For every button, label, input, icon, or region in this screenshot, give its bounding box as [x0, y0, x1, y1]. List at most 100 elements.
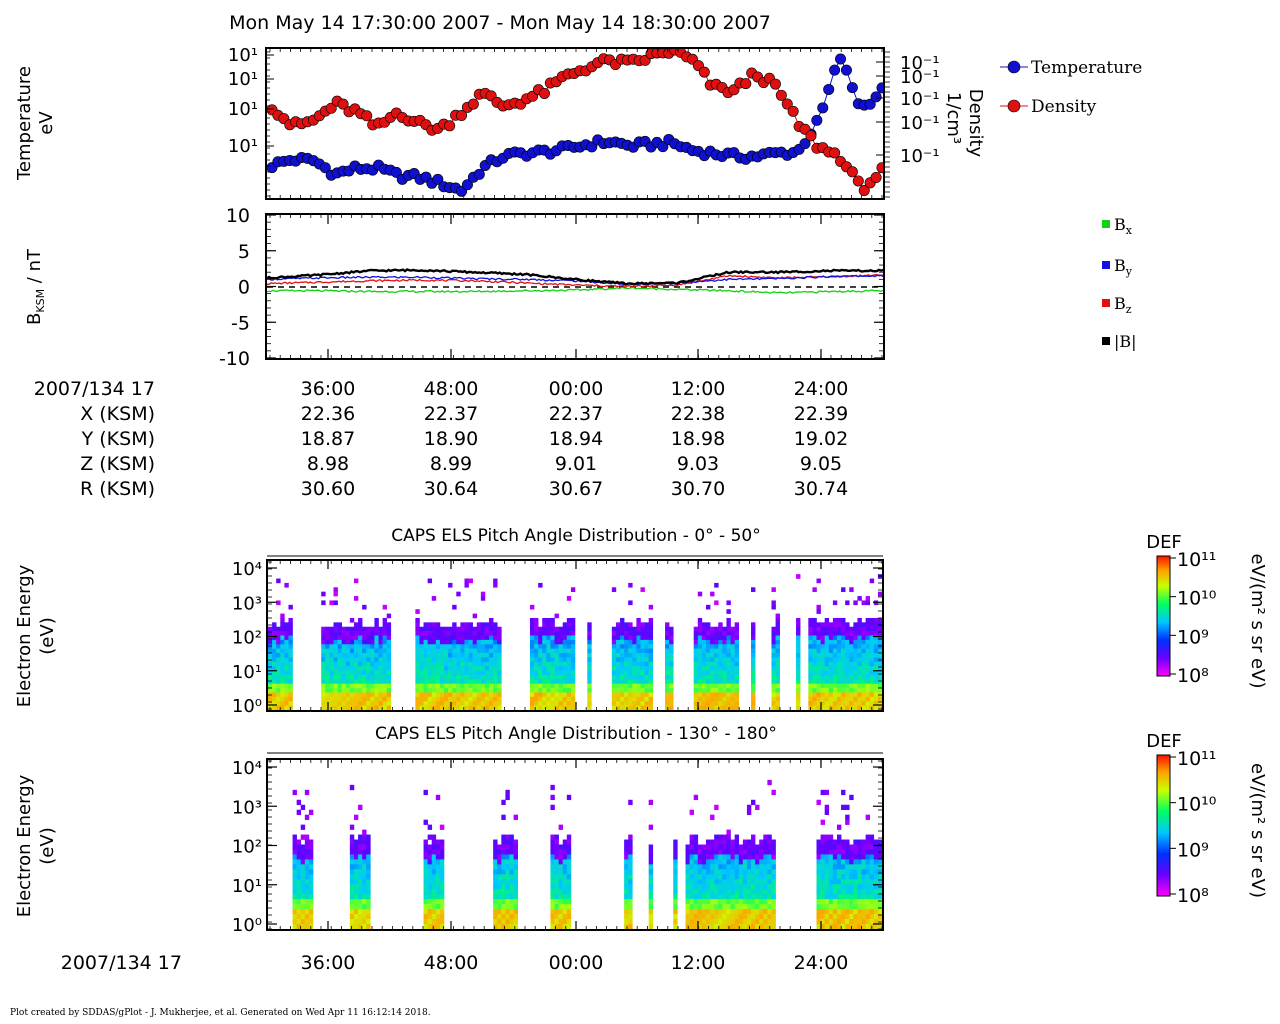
spectrogram-cell	[546, 679, 551, 685]
spectrogram-cell	[738, 919, 744, 925]
spectrogram-cell	[820, 661, 825, 667]
spectrogram-cell	[468, 688, 473, 693]
spectrogram-cell	[501, 859, 506, 865]
density-tick-label: 10⁻¹	[900, 53, 940, 74]
spectrogram-cell	[693, 844, 699, 850]
spectrogram-cell	[738, 899, 744, 905]
spectrogram-cell	[845, 666, 850, 671]
spectrogram-cell	[349, 626, 355, 632]
spectrogram-cell	[419, 661, 424, 667]
spectrogram-cell	[824, 809, 830, 815]
spectrogram-cell	[493, 639, 498, 645]
spectrogram-cell	[857, 617, 862, 623]
spectrogram-cell	[734, 701, 740, 706]
spectrogram-cell	[869, 692, 875, 698]
spectrogram-cell	[558, 688, 564, 693]
spectrogram-cell	[529, 683, 535, 689]
spectrogram-cell	[542, 701, 547, 706]
spectrogram-cell	[456, 688, 461, 693]
spectrogram-cell	[562, 899, 568, 905]
spectrogram-cell	[705, 631, 711, 636]
spectrogram-cell	[759, 919, 764, 925]
spectrogram-cell	[730, 919, 735, 925]
spectrogram-cell	[468, 639, 473, 645]
spectrogram-cell	[730, 653, 735, 658]
spectrogram-cell	[550, 622, 555, 628]
spectrogram-cell	[734, 904, 740, 910]
spectrogram-cell	[538, 653, 543, 658]
spectrogram-cell	[431, 696, 437, 702]
energy-tick-label: 10¹	[232, 876, 262, 897]
spectrogram-cell	[820, 789, 825, 796]
spectrogram-cell	[497, 674, 502, 680]
spectrogram-cell	[665, 705, 670, 710]
spectrogram-cell	[845, 904, 850, 910]
spectrogram-cell	[869, 688, 875, 693]
spectrogram-cell	[378, 679, 383, 685]
spectrogram-cell	[444, 705, 449, 710]
spectrogram-cell	[300, 894, 306, 900]
spectrogram-cell	[341, 679, 347, 685]
spectrogram-cell	[300, 879, 306, 885]
spectrogram-cell	[308, 874, 314, 880]
spectrogram-cell	[718, 688, 723, 693]
spectrogram-cell	[611, 653, 617, 658]
spectrogram-cell	[877, 894, 882, 900]
spectrogram-cell	[333, 683, 338, 689]
spectrogram-cell	[742, 919, 748, 925]
spectrogram-cell	[501, 799, 506, 806]
spectrogram-cell	[493, 657, 498, 663]
spectrogram-cell	[493, 844, 498, 850]
spectrogram-cell	[832, 701, 838, 706]
spectrogram-cell	[832, 683, 838, 689]
spectrogram-cell	[554, 879, 559, 885]
spectrogram-cell	[349, 784, 355, 791]
spectrogram-cell	[509, 919, 514, 925]
spectrogram-cell	[759, 879, 764, 885]
spectrogram-cell	[628, 859, 633, 865]
spectrogram-cell	[628, 879, 633, 885]
spectrogram-cell	[476, 683, 482, 689]
spectrogram-cell	[497, 661, 502, 667]
spectrogram-cell	[751, 859, 756, 865]
spectrogram-cell	[730, 909, 735, 915]
spectrogram-cell	[620, 696, 625, 702]
spectrogram-cell	[476, 696, 482, 702]
spectrogram-cell	[448, 631, 453, 636]
spectrogram-cell	[480, 688, 486, 693]
spectrogram-cell	[550, 844, 555, 850]
spectrogram-cell	[382, 631, 388, 636]
spectrogram-cell	[439, 696, 445, 702]
spectrogram-cell	[423, 859, 428, 865]
temperature-axis-unit: eV	[36, 111, 57, 135]
spectrogram-cell	[546, 617, 551, 623]
spectrogram-cell	[362, 839, 367, 845]
spectrogram-cell	[832, 674, 838, 680]
spectrogram-cell	[456, 679, 461, 685]
spectrogram-cell	[435, 674, 441, 680]
spectrogram-cell	[824, 889, 830, 895]
spectrogram-cell	[832, 839, 838, 845]
spectrogram-cell	[562, 919, 568, 925]
spectrogram-cell	[628, 924, 633, 929]
spectrogram-cell	[845, 639, 850, 645]
spectrogram-cell	[841, 626, 846, 632]
spectrogram-cell	[624, 889, 629, 895]
spectrogram-cell	[771, 705, 776, 710]
spectrogram-cell	[836, 670, 842, 676]
spectrogram-cell	[722, 679, 727, 685]
colorbar-tick-label: 10⁹	[1177, 839, 1209, 861]
spectrogram-cell	[705, 679, 711, 685]
spectrogram-cell	[689, 889, 695, 895]
spectrogram-cell	[370, 674, 375, 680]
spectrogram-cell	[669, 670, 674, 676]
spectrogram-cell	[480, 644, 486, 649]
spectrogram-cell	[710, 909, 715, 915]
spectrogram-cell	[701, 864, 707, 870]
spectrogram-cell	[705, 653, 711, 658]
spectrogram-cell	[873, 639, 879, 645]
spectrogram-cell	[554, 834, 559, 840]
spectrogram-cell	[444, 683, 449, 689]
spectrogram-cell	[857, 859, 862, 865]
panel-pitch-angle-0-50: CAPS ELS Pitch Angle Distribution - 0° -…	[14, 526, 1268, 717]
